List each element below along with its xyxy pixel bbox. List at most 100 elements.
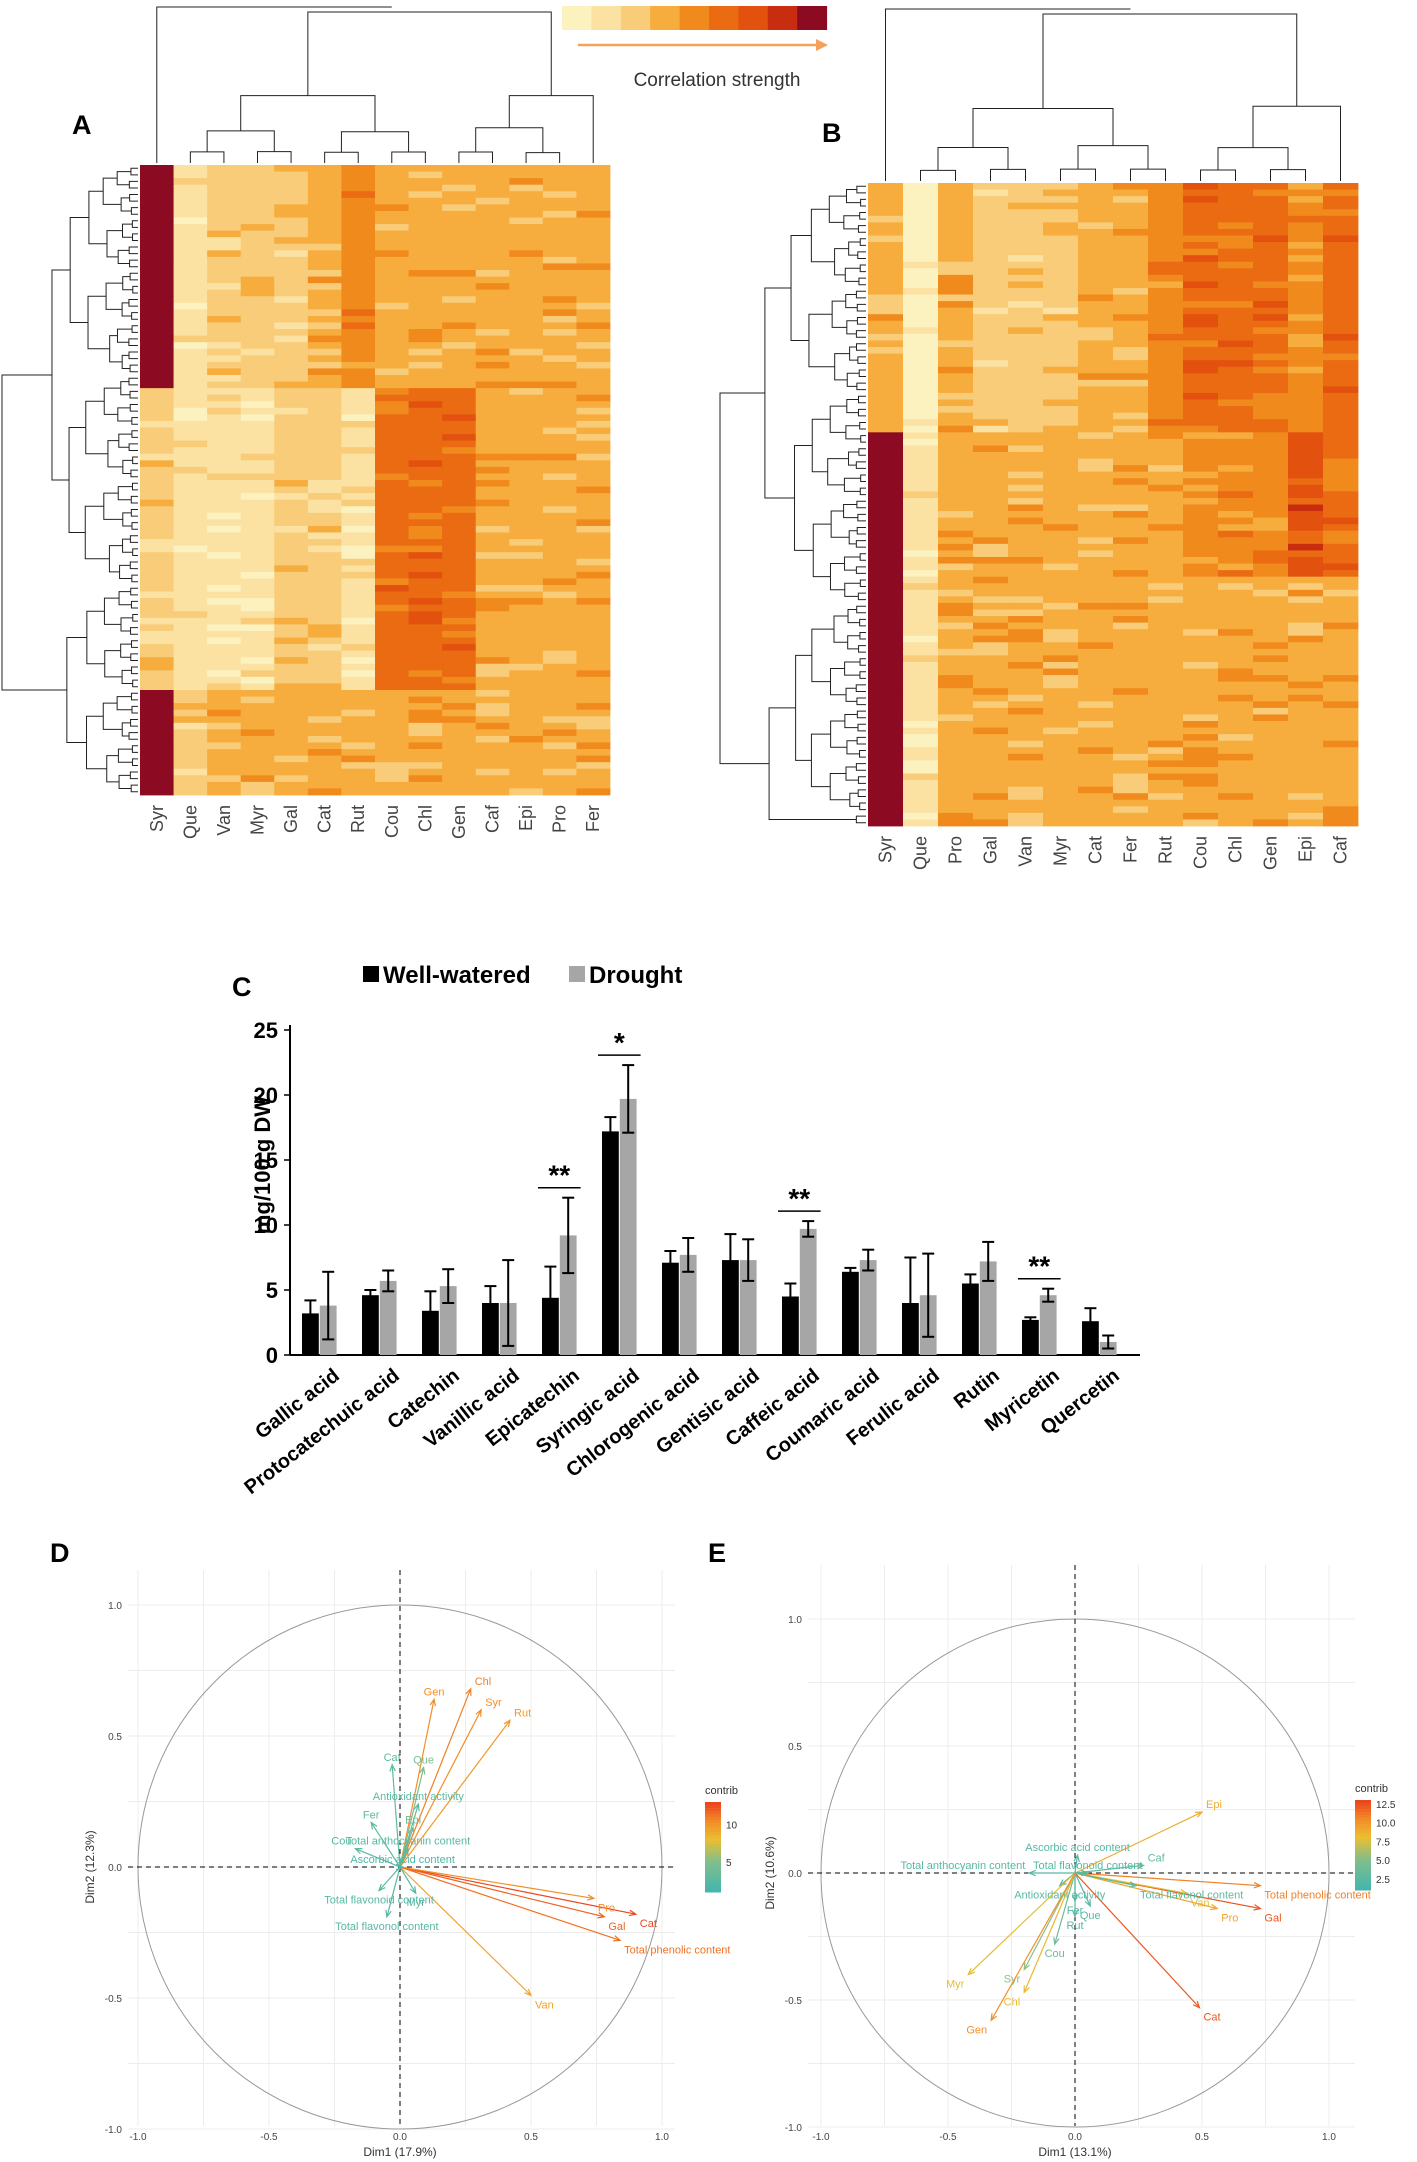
heatmap-cell — [1043, 747, 1079, 755]
heatmap-cell — [375, 243, 409, 251]
heatmap-cell — [576, 676, 611, 684]
row-dendrogram-branch — [129, 771, 138, 780]
bar — [1022, 1319, 1039, 1355]
heatmap-cell — [1078, 432, 1114, 440]
heatmap-cell — [375, 598, 409, 606]
y-tick-label: 0 — [266, 1343, 278, 1368]
legend-swatch — [363, 966, 379, 982]
heatmap-cell — [1113, 392, 1149, 400]
heatmap-cell — [1288, 773, 1324, 781]
colorbar-segment — [705, 1859, 721, 1863]
loading-vector-arrowhead — [1194, 1811, 1204, 1818]
heatmap-cell — [240, 762, 275, 770]
heatmap-cell — [973, 799, 1009, 807]
heatmap-cell — [341, 283, 376, 291]
heatmap-cell — [868, 753, 904, 761]
heatmap-cell — [341, 670, 376, 678]
colorbar-segment — [705, 1805, 721, 1809]
row-dendrogram-branch — [830, 668, 847, 696]
heatmap-cell — [442, 781, 477, 789]
heatmap-cell — [938, 353, 974, 361]
heatmap-cell — [442, 506, 477, 514]
bar — [842, 1271, 859, 1355]
row-dendrogram-branch — [104, 650, 123, 678]
heatmap-cell — [442, 565, 477, 573]
heatmap-cell — [475, 545, 510, 553]
heatmap-cell — [1078, 524, 1114, 532]
heatmap-cell — [903, 721, 939, 728]
heatmap-cell — [1218, 563, 1254, 571]
heatmap-cell — [341, 224, 376, 232]
heatmap-cell — [1043, 753, 1079, 761]
heatmap-cell — [375, 342, 409, 350]
heatmap-cell — [903, 445, 939, 453]
heatmap-cell — [1218, 675, 1254, 683]
loading-vector — [990, 1872, 1076, 2021]
heatmap-cell — [868, 668, 904, 676]
heatmap-cell — [1218, 812, 1254, 820]
heatmap-cell — [1148, 668, 1184, 676]
heatmap-cell — [1253, 622, 1289, 630]
heatmap-cell — [1078, 602, 1114, 610]
heatmap-cell — [1288, 517, 1324, 525]
heatmap-cell — [1218, 228, 1254, 236]
heatmap-cell — [1148, 484, 1184, 492]
row-dendrogram-branch — [131, 574, 138, 583]
heatmap-cell — [509, 578, 544, 586]
heatmap-cell — [173, 768, 208, 776]
heatmap-cell — [1288, 583, 1324, 591]
heatmap-cell — [140, 532, 174, 540]
heatmap-cell — [408, 565, 443, 573]
heatmap-cell — [1008, 274, 1044, 282]
heatmap-cell — [938, 602, 974, 610]
heatmap-cell — [240, 690, 275, 697]
heatmap-cell — [408, 690, 443, 697]
heatmap-cell — [903, 425, 939, 433]
heatmap-panel-a: Syr Que Van Myr Gal Cat Rut Cou Chl Gen Caf Epi Pro F… — [1, 6, 611, 839]
heatmap-cell — [509, 657, 544, 665]
row-dendrogram-branch — [130, 627, 138, 635]
heatmap-cell — [240, 368, 275, 376]
colorbar-segment — [1355, 1836, 1371, 1840]
heatmap-cell — [1113, 675, 1149, 683]
heatmap-cell — [207, 460, 242, 468]
heatmap-column-label: Chl — [1226, 836, 1246, 863]
heatmap-cell — [903, 681, 939, 689]
heatmap-cell — [868, 517, 904, 525]
heatmap-cell — [938, 734, 974, 742]
heatmap-cell — [1253, 511, 1289, 519]
loading-vector — [1054, 1872, 1076, 1945]
heatmap-cell — [475, 637, 510, 645]
heatmap-cell — [576, 591, 611, 599]
heatmap-cell — [442, 414, 477, 422]
heatmap-column-label: Syr — [876, 836, 896, 863]
heatmap-cell — [341, 722, 376, 730]
heatmap-cell — [307, 716, 342, 724]
heatmap-cell — [442, 775, 477, 783]
heatmap-cell — [1218, 556, 1254, 564]
heatmap-cell — [1288, 340, 1324, 348]
row-dendrogram-branch — [130, 469, 138, 478]
column-dendrogram-branch — [458, 151, 493, 163]
heatmap-cell — [207, 696, 242, 704]
heatmap-cell — [1323, 287, 1359, 295]
column-dendrogram-branch — [1060, 168, 1096, 181]
heatmap-cell — [1288, 799, 1324, 807]
heatmap-cell — [140, 388, 174, 396]
heatmap-cell — [1113, 648, 1149, 656]
heatmap-cell — [1043, 471, 1079, 479]
heatmap-cell — [240, 683, 275, 691]
heatmap-cell — [240, 394, 275, 402]
heatmap-cell — [1253, 458, 1289, 466]
heatmap-cell — [1288, 747, 1324, 755]
heatmap-cell — [1043, 432, 1079, 440]
heatmap-cell — [1078, 353, 1114, 361]
heatmap-cell — [307, 466, 342, 474]
heatmap-cell — [973, 707, 1009, 715]
heatmap-cell — [442, 742, 477, 750]
heatmap-cell — [307, 729, 342, 737]
heatmap-cell — [274, 709, 309, 717]
loading-vector-arrowhead — [475, 1708, 482, 1717]
heatmap-cell — [408, 545, 443, 553]
